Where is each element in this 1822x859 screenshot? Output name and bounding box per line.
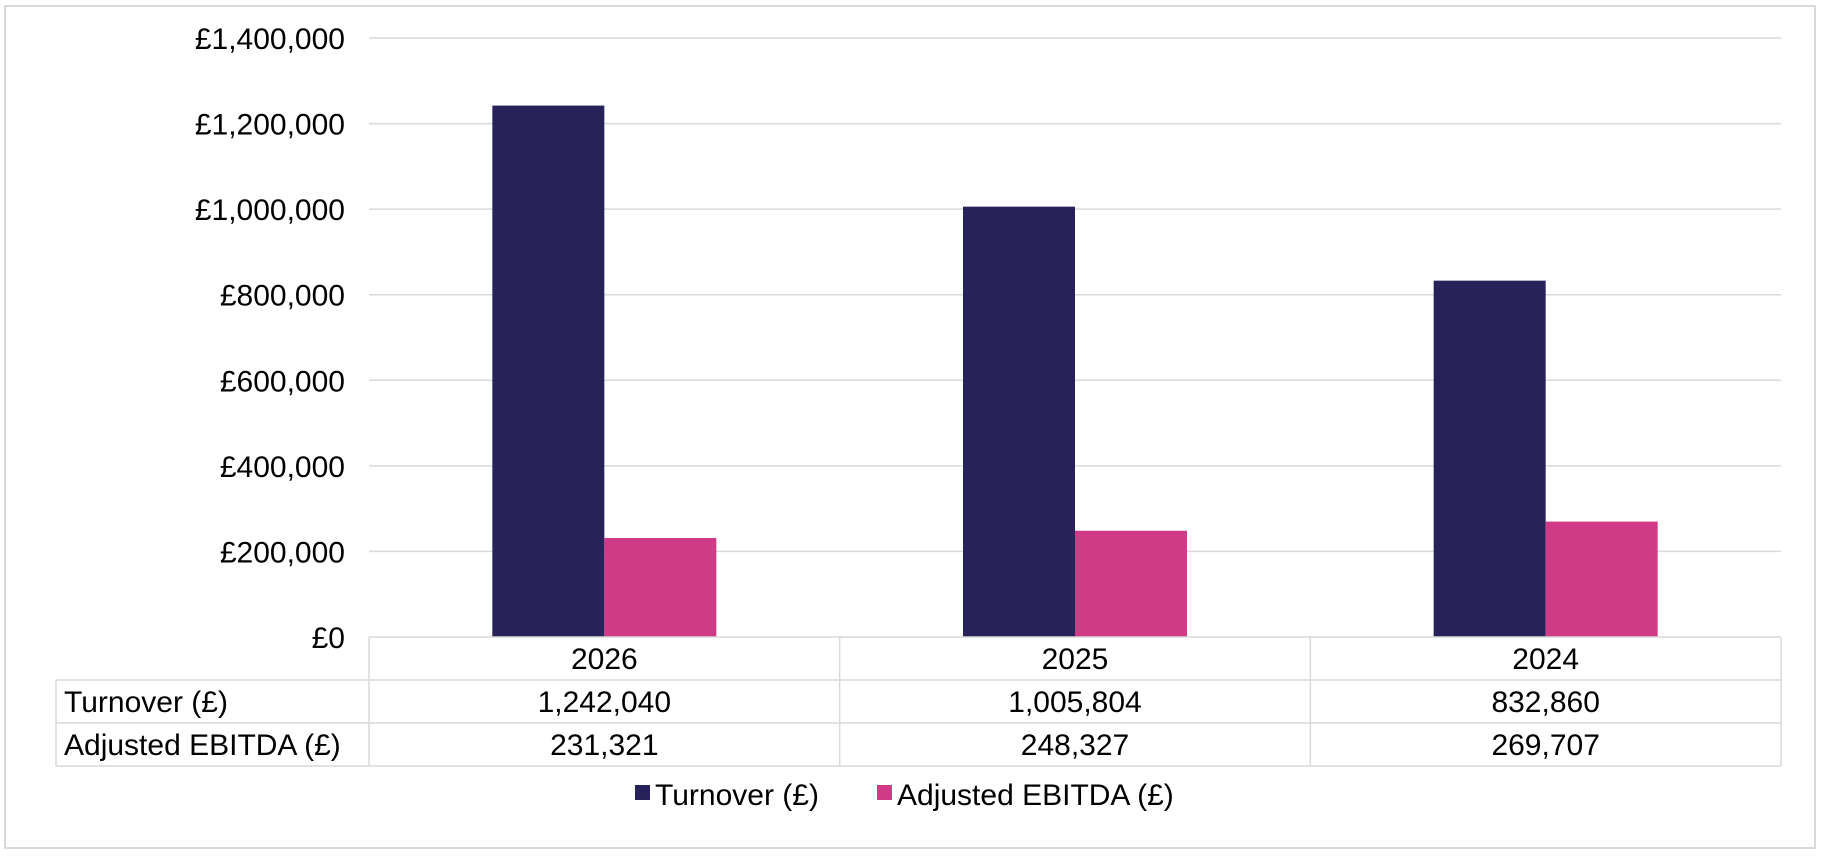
legend-swatch [635,785,650,800]
y-tick-label: £1,400,000 [195,23,345,56]
table-value-cell: 1,005,804 [1008,686,1141,719]
table-row-header: Turnover (£) [64,686,228,719]
legend-label: Turnover (£) [655,779,819,812]
table-value-cell: 269,707 [1491,729,1599,762]
bar-turnover-2026 [492,105,605,638]
y-tick-label: £600,000 [220,365,345,398]
table-value-cell: 832,860 [1491,686,1599,719]
y-tick-label: £200,000 [220,536,345,569]
table-value-cell: 248,327 [1021,729,1129,762]
legend: Turnover (£) Adjusted EBITDA (£) [635,779,1174,812]
y-tick-label: £400,000 [220,451,345,484]
bars [492,105,1658,638]
y-tick-label: £800,000 [220,280,345,313]
table-row-header: Adjusted EBITDA (£) [64,729,341,762]
y-tick-label: £1,200,000 [195,109,345,142]
x-category-label: 2026 [571,643,638,676]
data-table: 2026 1,242,040 231,321 2025 1,005,804 248,327… [55,636,1782,767]
bar-turnover-2024 [1433,280,1546,637]
table-value-cell: 1,242,040 [538,686,671,719]
bar-turnover-2025 [963,206,1075,637]
legend-label: Adjusted EBITDA (£) [897,779,1174,812]
y-tick-label: £1,000,000 [195,194,345,227]
x-category-label: 2025 [1042,643,1109,676]
x-category-label: 2024 [1512,643,1579,676]
legend-swatch [877,785,892,800]
table-value-cell: 231,321 [550,729,658,762]
y-axis-tick-labels: £0 £200,000 £400,000 £600,000 £800,000 £1,000… [195,23,345,655]
bar-adjusted-ebitda-2026 [604,538,717,637]
bar-adjusted-ebitda-2024 [1545,521,1658,637]
bar-adjusted-ebitda-2025 [1075,530,1187,637]
y-tick-label: £0 [312,622,345,655]
